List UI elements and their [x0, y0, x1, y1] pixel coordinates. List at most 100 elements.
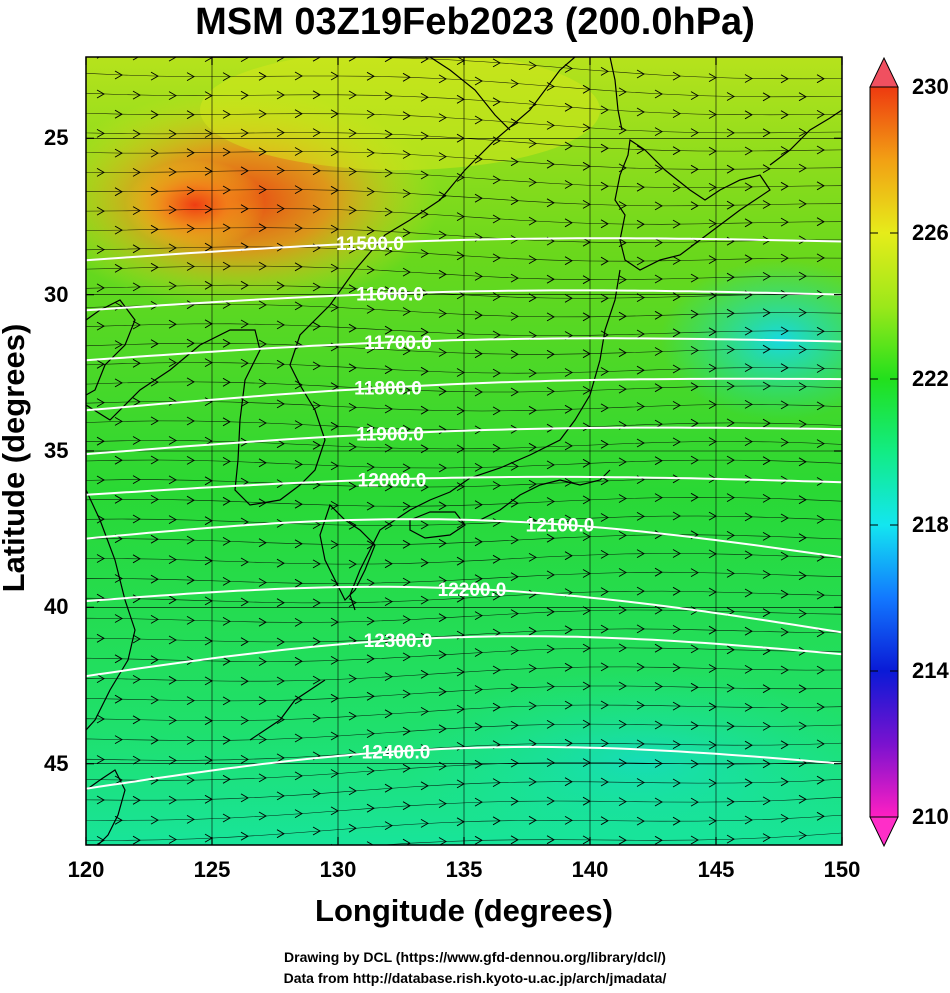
wind-arrow: [762, 722, 771, 731]
wind-arrow: [402, 307, 411, 316]
wind-arrow: [474, 500, 483, 510]
wind-arrow: [780, 146, 789, 155]
wind-arrow: [222, 656, 231, 666]
wind-arrow: [132, 634, 141, 644]
wind-arrow: [168, 675, 177, 685]
wind-arrow: [240, 597, 249, 607]
wind-arrow: [186, 72, 195, 81]
wind-arrow: [150, 735, 159, 745]
wind-streamline: [86, 362, 842, 374]
contour-line: [86, 377, 842, 412]
wind-arrow: [546, 796, 555, 806]
wind-arrow: [438, 799, 447, 808]
wind-arrow: [780, 814, 789, 823]
wind-arrow: [798, 163, 807, 173]
wind-arrow: [762, 272, 771, 281]
wind-arrow: [474, 310, 483, 320]
wind-arrow: [510, 196, 519, 206]
contour-line: [86, 475, 842, 496]
wind-arrow: [402, 501, 411, 511]
wind-arrow: [726, 345, 735, 354]
wind-streamline: [86, 704, 842, 721]
wind-arrow: [654, 201, 663, 211]
wind-arrow: [492, 518, 501, 527]
wind-arrow: [420, 57, 429, 64]
wind-arrow: [402, 689, 411, 699]
wind-arrow: [294, 578, 303, 588]
wind-arrow: [168, 716, 177, 725]
wind-arrow: [726, 381, 735, 391]
wind-arrow: [546, 533, 555, 543]
wind-arrow: [438, 386, 447, 396]
wind-arrow: [186, 495, 195, 505]
wind-arrow: [402, 577, 411, 587]
wind-arrow: [726, 308, 735, 318]
wind-arrow: [744, 740, 753, 750]
wind-arrow: [672, 109, 681, 118]
wind-arrow: [186, 815, 195, 824]
y-axis-label: Latitude (degrees): [0, 323, 31, 593]
wind-arrow: [168, 358, 177, 367]
wind-arrow: [618, 87, 627, 97]
wind-arrow: [168, 555, 177, 564]
wind-arrow: [474, 797, 483, 807]
wind-arrow: [546, 607, 555, 617]
wind-arrow: [222, 110, 231, 119]
wind-arrow: [312, 713, 321, 723]
wind-arrow: [168, 281, 177, 291]
wind-arrow: [600, 739, 609, 748]
wind-arrow: [780, 363, 789, 373]
wind-arrow: [744, 665, 753, 674]
wind-arrow: [492, 702, 501, 712]
wind-arrow: [816, 364, 825, 373]
wind-arrow: [438, 687, 447, 697]
wind-arrow: [96, 514, 105, 524]
wind-streamline: [86, 284, 842, 299]
wind-arrow: [114, 340, 123, 349]
y-tick-label: 25: [44, 125, 69, 151]
wind-arrow: [744, 254, 753, 264]
wind-arrow: [132, 795, 141, 805]
wind-arrow: [276, 715, 285, 724]
wind-arrow: [276, 753, 285, 763]
wind-arrow: [348, 559, 357, 569]
wind-arrow: [798, 382, 807, 391]
wind-arrow: [294, 771, 303, 781]
contour-line: [86, 337, 842, 362]
wind-arrow: [528, 178, 537, 187]
wind-arrow: [222, 185, 231, 195]
wind-arrow: [240, 557, 249, 567]
wind-arrow: [780, 438, 789, 447]
wind-streamline: [86, 590, 842, 604]
wind-arrow: [294, 147, 303, 156]
wind-arrow: [492, 175, 501, 185]
wind-arrow: [798, 684, 807, 694]
wind-arrow: [222, 617, 231, 626]
wind-arrow: [726, 418, 735, 428]
wind-arrow: [348, 711, 357, 721]
wind-arrow: [168, 91, 177, 100]
wind-arrow: [420, 482, 429, 492]
wind-arrow: [150, 224, 159, 234]
wind-arrow: [726, 645, 735, 655]
wind-arrow: [636, 256, 645, 266]
wind-arrow: [150, 71, 159, 81]
wind-arrow: [546, 835, 555, 845]
coastline-hokkaido: [614, 138, 771, 271]
wind-arrow: [528, 255, 537, 264]
wind-arrow: [240, 637, 249, 647]
wind-arrow: [474, 574, 483, 584]
wind-arrow: [744, 626, 753, 636]
wind-arrow: [384, 521, 393, 530]
wind-arrow: [258, 223, 267, 233]
wind-arrow: [186, 300, 195, 310]
wind-arrow: [294, 420, 303, 429]
wind-arrow: [294, 185, 303, 194]
contour-label: 12400.0: [362, 742, 431, 763]
wind-arrow: [654, 835, 663, 845]
wind-arrow: [348, 323, 357, 333]
wind-arrow: [600, 513, 609, 522]
wind-arrow: [492, 406, 501, 416]
wind-arrow: [816, 401, 825, 411]
wind-arrow: [762, 833, 771, 842]
